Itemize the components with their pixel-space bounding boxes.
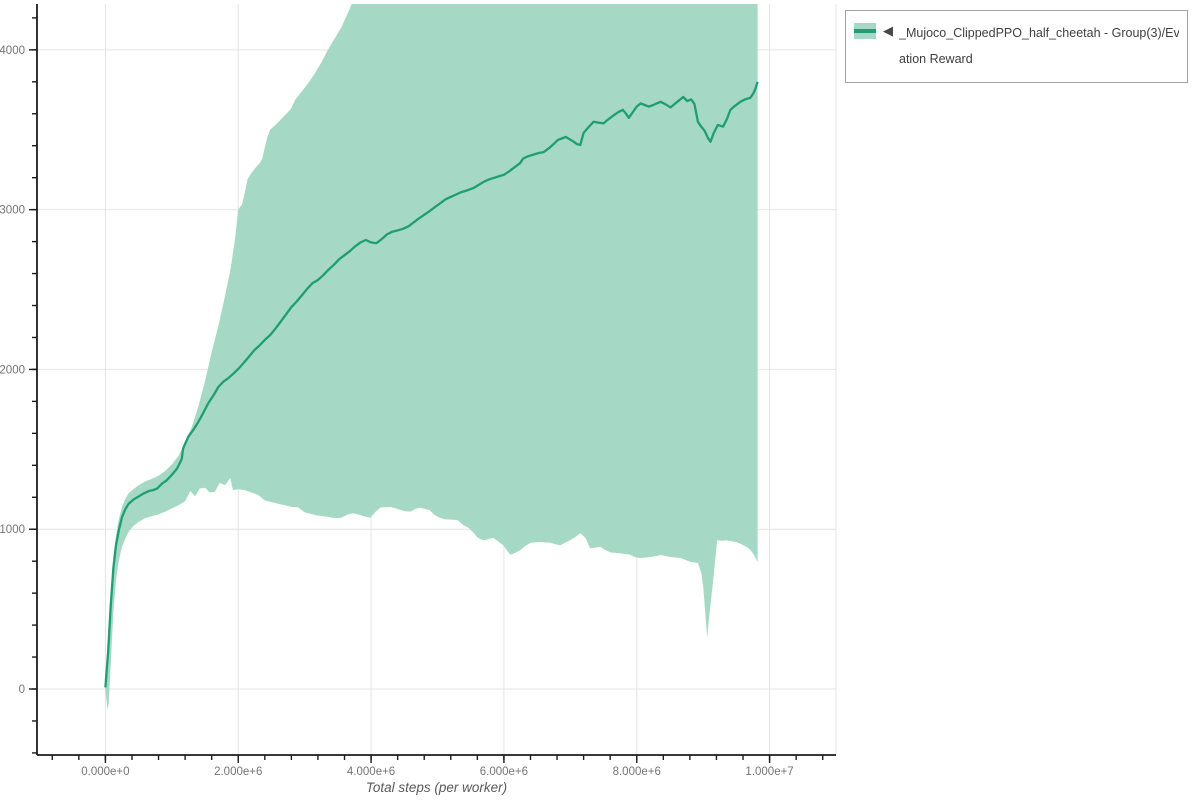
x-tick-label: 4.000e+6: [347, 766, 395, 778]
legend-label-line1: _Mujoco_ClippedPPO_half_cheetah - Group(…: [899, 26, 1179, 40]
x-tick-label: 1.000e+7: [745, 766, 793, 778]
y-tick-label: 3000: [0, 205, 25, 217]
y-tick-label: 1000: [0, 524, 25, 536]
mean-line-path: [104, 81, 759, 688]
y-axis-ticks: 0 1000 2000 3000 4000: [0, 17, 37, 754]
legend-item-label: _Mujoco_ClippedPPO_half_cheetah - Group(…: [899, 20, 1179, 72]
y-tick-label: 4000: [0, 45, 25, 57]
x-tick-label: 6.000e+6: [480, 766, 528, 778]
x-tick-label: 2.000e+6: [214, 766, 262, 778]
mean-line: [104, 81, 759, 688]
y-tick-label: 0: [19, 684, 25, 696]
x-axis-ticks: 0.000e+0 2.000e+6 4.000e+6 6.000e+6 8.000e+6…: [51, 755, 824, 778]
x-tick-label: 8.000e+6: [613, 766, 661, 778]
x-tick-label: 0.000e+0: [81, 766, 129, 778]
band-area: [105, 4, 758, 710]
legend-series-swatch-icon: [854, 23, 876, 39]
legend-label-line2: ation Reward: [899, 52, 973, 66]
axes: [36, 4, 836, 756]
legend: ◀ _Mujoco_ClippedPPO_half_cheetah - Grou…: [845, 10, 1188, 83]
confidence-band: [105, 4, 758, 710]
x-axis-title: Total steps (per worker): [365, 780, 508, 795]
legend-item[interactable]: ◀ _Mujoco_ClippedPPO_half_cheetah - Grou…: [854, 20, 1179, 72]
y-tick-label: 2000: [0, 364, 25, 376]
collapse-triangle-icon[interactable]: ◀: [883, 23, 893, 38]
